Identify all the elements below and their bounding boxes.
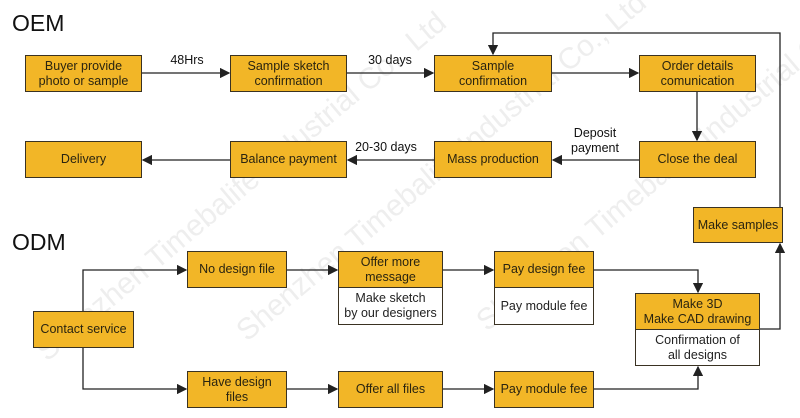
label-30-days: 30 days [368,53,412,67]
step-pay-design-fee: Pay design fee [494,251,594,288]
step-offer-more-message: Offer more message [338,251,443,288]
step-sample-sketch: Sample sketch confirmation [230,55,347,92]
step-pay-module-fee-sub: Pay module fee [494,288,594,325]
label-48hrs: 48Hrs [170,53,204,67]
step-sample-confirmation: Sample confirmation [434,55,552,92]
step-mass-production: Mass production [434,141,552,178]
step-confirm-designs: Confirmation of all designs [635,330,760,366]
step-offer-all-files: Offer all files [338,371,443,408]
step-make-3d: Make 3D Make CAD drawing [635,293,760,330]
step-have-design-files: Have design files [187,371,287,408]
step-order-details: Order details comunication [639,55,756,92]
odm-heading: ODM [12,229,66,255]
step-delivery: Delivery [25,141,142,178]
step-contact-service: Contact service [33,311,134,348]
step-pay-module-fee: Pay module fee [494,371,594,408]
step-make-samples: Make samples [693,207,783,243]
oem-heading: OEM [12,10,65,36]
step-close-deal: Close the deal [639,141,756,178]
step-make-sketch: Make sketch by our designers [338,288,443,325]
step-balance-payment: Balance payment [230,141,347,178]
step-no-design-file: No design file [187,251,287,288]
label-deposit-payment: Deposit payment [571,126,619,155]
step-buyer-provide: Buyer provide photo or sample [25,55,142,92]
label-20-30-days: 20-30 days [355,140,417,154]
